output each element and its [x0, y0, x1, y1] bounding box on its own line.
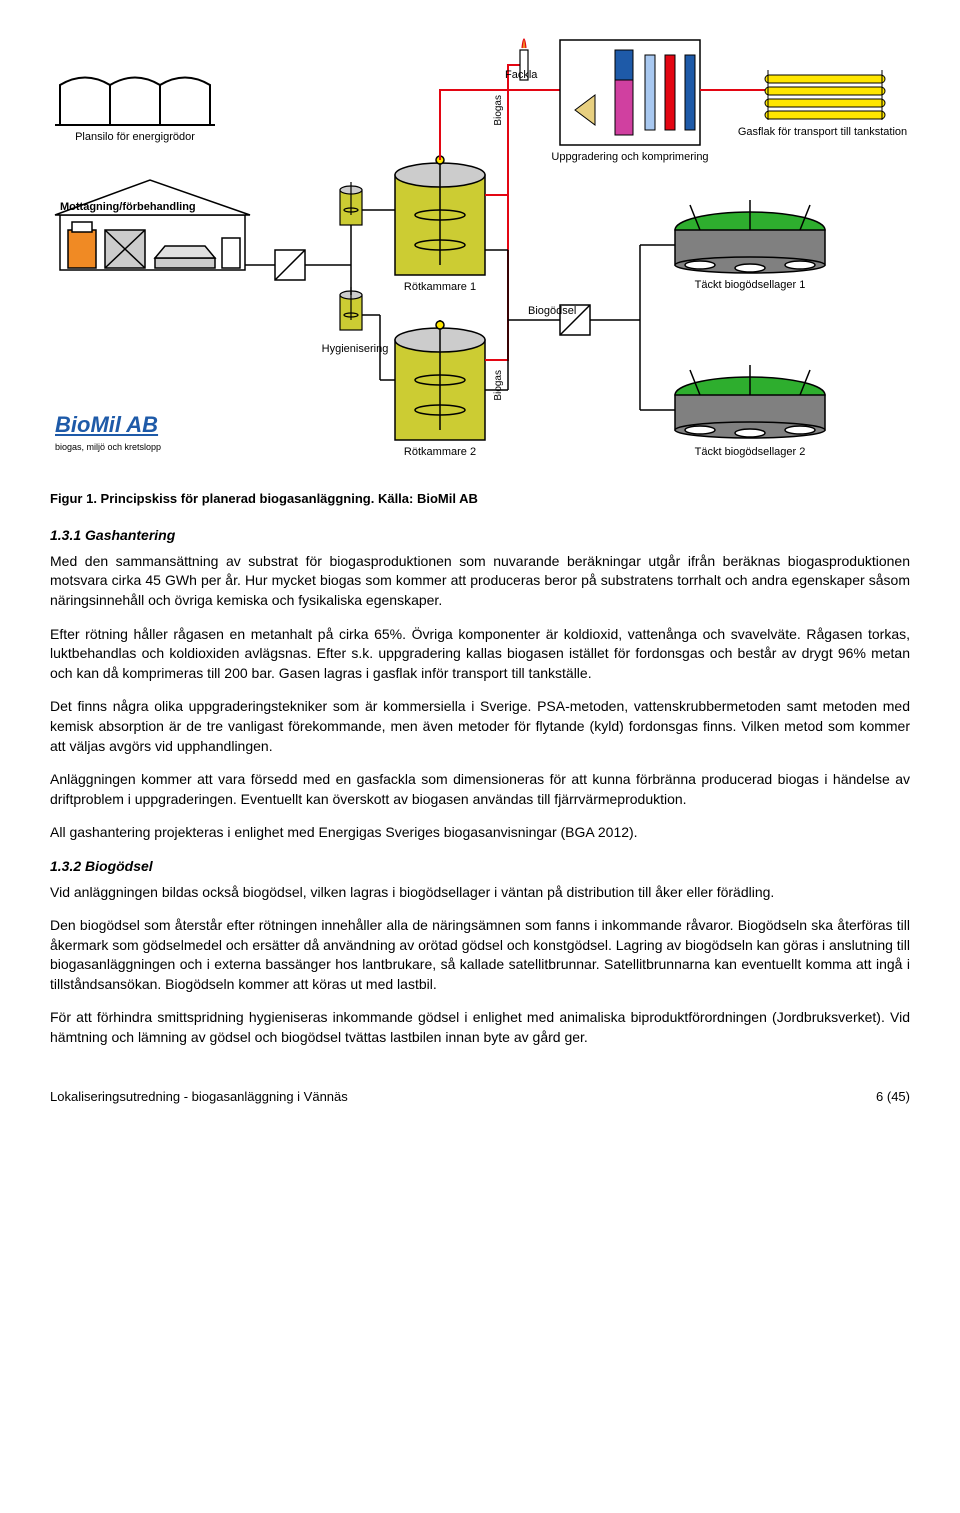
diagram-svg	[50, 20, 910, 480]
label-plansilo: Plansilo för energigrödor	[55, 130, 215, 145]
label-rot1: Rötkammare 1	[390, 280, 490, 295]
para-5: All gashantering projekteras i enlighet …	[50, 823, 910, 843]
label-uppgradering: Uppgradering och komprimering	[550, 150, 710, 165]
label-biogas1: Biogas	[492, 95, 506, 126]
footer-left: Lokaliseringsutredning - biogasanläggnin…	[50, 1088, 348, 1106]
biomil-title: BioMil AB	[55, 410, 161, 441]
para-8: För att förhindra smittspridning hygieni…	[50, 1008, 910, 1047]
figure-caption: Figur 1. Principskiss för planerad bioga…	[50, 490, 910, 508]
section-131-head: 1.3.1 Gashantering	[50, 526, 910, 546]
biomil-logo: BioMil AB biogas, miljö och kretslopp	[55, 410, 161, 453]
para-2: Efter rötning håller rågasen en metanhal…	[50, 625, 910, 684]
para-1: Med den sammansättning av substrat för b…	[50, 552, 910, 611]
label-mottagning: Mottagning/förbehandling	[60, 200, 240, 215]
label-biogodsel: Biogödsel	[528, 304, 576, 319]
section-132-head: 1.3.2 Biogödsel	[50, 857, 910, 877]
label-rot2: Rötkammare 2	[390, 445, 490, 460]
page: Plansilo för energigrödor Mottagning/för…	[0, 0, 960, 1136]
para-6: Vid anläggningen bildas också biogödsel,…	[50, 883, 910, 903]
para-3: Det finns några olika uppgraderingstekni…	[50, 697, 910, 756]
label-tackt2: Täckt biogödsellager 2	[675, 445, 825, 460]
biomil-subtitle: biogas, miljö och kretslopp	[55, 441, 161, 454]
para-7: Den biogödsel som återstår efter rötning…	[50, 916, 910, 994]
label-tackt1: Täckt biogödsellager 1	[675, 278, 825, 293]
para-4: Anläggningen kommer att vara försedd med…	[50, 770, 910, 809]
page-footer: Lokaliseringsutredning - biogasanläggnin…	[50, 1088, 910, 1106]
footer-right: 6 (45)	[876, 1088, 910, 1106]
label-hygien: Hygienisering	[310, 342, 400, 357]
label-biogas2: Biogas	[492, 370, 506, 401]
label-gasflak: Gasflak för transport till tankstation	[730, 125, 915, 140]
process-diagram: Plansilo för energigrödor Mottagning/för…	[50, 20, 910, 480]
label-fackla: Fackla	[505, 68, 537, 83]
